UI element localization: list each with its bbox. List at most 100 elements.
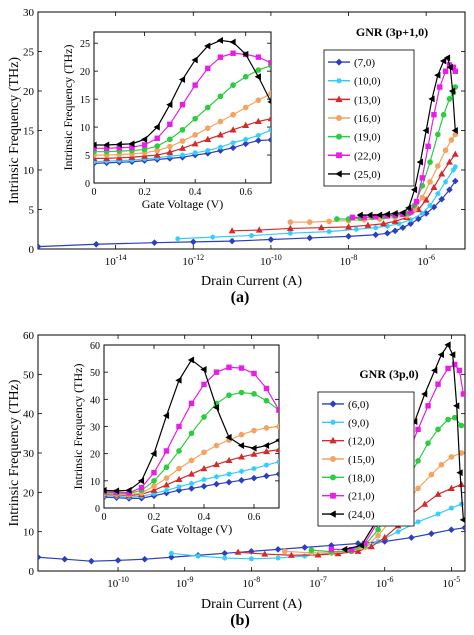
panel-b-legend-marker (329, 436, 337, 444)
inset-a-ytick-label: 20 (80, 67, 90, 78)
inset-b-ytick-label: 30 (90, 423, 100, 434)
inset-b-data-point (251, 370, 257, 377)
panel-b-panel-label: (b) (230, 612, 250, 629)
inset-a-data-point (154, 143, 161, 149)
panel-a-data-point (434, 163, 441, 169)
inset-b-data-point (238, 389, 245, 396)
panel-a-legend-marker (335, 58, 343, 66)
panel-b-data-point (448, 505, 454, 511)
panel-a-data-point (422, 196, 430, 203)
inset-a-data-point (154, 155, 160, 161)
panel-b-data-point (114, 557, 122, 564)
inset-b-xtick-label: 0.2 (148, 512, 161, 523)
panel-a-data-point (383, 210, 390, 218)
panel-a-data-point (345, 223, 352, 230)
inset-a-data-point (153, 123, 160, 131)
inset-b-data-point (151, 483, 157, 490)
panel-b-legend-label: (24,0) (348, 509, 375, 521)
inset-b-series-6 (104, 356, 279, 495)
panel-b-ytick-label: 40 (23, 409, 35, 421)
inset-a-data-point (229, 38, 236, 46)
panel-a-legend-marker (335, 95, 343, 103)
panel-b-legend-marker (330, 492, 336, 499)
inset-b-data-point (163, 448, 170, 454)
inset-a-data-point (191, 56, 198, 64)
panel-b-legend-label: (15,0) (348, 454, 375, 466)
panel-b-data-point (287, 551, 295, 558)
panel-a-legend-marker (335, 114, 343, 122)
panel-b-data-point (421, 500, 429, 507)
inset-b-data-point (237, 442, 245, 449)
inset-a-data-point (103, 141, 110, 149)
inset-a-ytick-label: 0 (85, 179, 90, 190)
panel-a-data-point (380, 220, 387, 227)
inset-a-data-point (255, 97, 262, 104)
inset-b-data-point (226, 471, 232, 477)
inset-b-data-point (263, 425, 270, 431)
panel-a-data-point (415, 215, 422, 223)
panel-a-data-point (267, 236, 275, 243)
panel-a-data-point (446, 96, 453, 102)
inset-b-data-point (151, 469, 157, 476)
inset-a-data-point (166, 148, 174, 155)
panel-a-data-point (364, 221, 372, 228)
inset-a-xlabel: Gate Voltage (V) (142, 197, 224, 211)
inset-b-data-point (250, 474, 258, 482)
inset-a-data-point (254, 73, 261, 81)
panel-b-xtick-label: 10-10 (107, 575, 129, 590)
inset-a-data-point (103, 154, 111, 161)
panel-a-data-point (391, 227, 399, 235)
panel-b-data-point (453, 402, 460, 410)
inset-b-data-point (251, 391, 257, 397)
panel-a-data-point (210, 234, 216, 240)
panel-b-data-point (425, 403, 431, 409)
inset-a-data-point (192, 115, 198, 122)
panel-a-data-point (407, 220, 414, 228)
inset-b-data-point (176, 423, 182, 430)
panel-b-plot-area (38, 341, 465, 565)
inset-b-data-point (175, 475, 183, 483)
panel-a-data-point (306, 219, 313, 225)
panel-a-data-point (399, 209, 406, 217)
panel-a-data-point (391, 217, 399, 224)
panel-a-data-point (419, 194, 426, 201)
inset-a-data-point (217, 54, 224, 60)
panel-a-data-point (452, 68, 459, 74)
panel-a-data-point (408, 217, 414, 223)
inset-b-ytick-label: 10 (90, 477, 100, 488)
panel-b-data-point (444, 341, 451, 349)
inset-b-data-point (137, 477, 145, 485)
panel-a-data-point (334, 216, 340, 222)
inset-a-xtick-label: 0.4 (189, 187, 202, 198)
panel-a-data-point (427, 159, 433, 165)
panel-b-data-point (421, 390, 428, 398)
inset-a-data-point (191, 140, 199, 147)
panel-b-legend-marker (329, 400, 337, 408)
panel-b-data-point (357, 541, 364, 549)
panel-b-data-point (458, 501, 464, 507)
inset-b-data-point (238, 365, 245, 371)
inset-a-data-point (217, 93, 224, 100)
inset-a-data-point (167, 121, 173, 127)
panel-a-data-point (248, 232, 255, 239)
panel-b-data-point (168, 553, 175, 561)
panel-a-data-point (437, 84, 443, 90)
inset-a-data-point (154, 135, 160, 141)
panel-b-data-point (381, 533, 389, 541)
panel-b-legend-marker (329, 455, 337, 463)
inset-a-data-point (128, 153, 136, 160)
panel-b-data-point (248, 548, 255, 555)
inset-a-data-point (179, 152, 186, 158)
inset-b-data-point (275, 438, 279, 443)
panel-b-legend-label: (6,0) (348, 399, 369, 411)
panel-b-data-point (274, 546, 282, 553)
inset-a-data-point (115, 154, 123, 161)
panel-a-data-point (175, 236, 181, 242)
panel-b-data-point (308, 547, 315, 553)
panel-b-data-point (334, 550, 342, 557)
panel-b-data-point (375, 532, 381, 539)
inset-b-data-point (276, 423, 279, 430)
inset-a-series-1 (94, 127, 271, 165)
panel-a-xlabel: Drain Current (A) (201, 274, 302, 289)
